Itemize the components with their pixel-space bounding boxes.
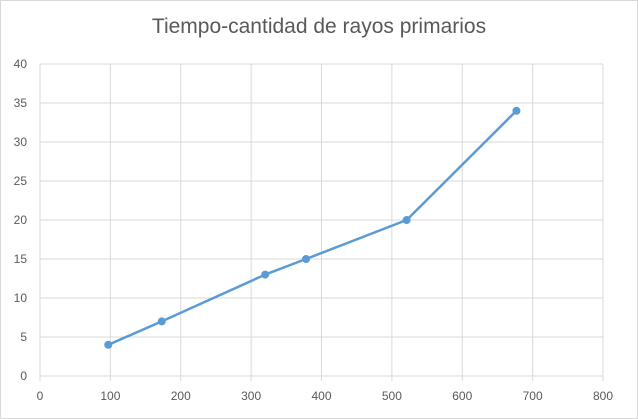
x-tick-label-300: 300	[241, 389, 261, 403]
y-tick-label-15: 15	[14, 252, 28, 266]
x-tick-label-800: 800	[593, 389, 613, 403]
y-tick-label-25: 25	[14, 174, 28, 188]
data-point-4	[402, 216, 411, 224]
data-point-2	[261, 270, 270, 279]
series-layer	[104, 106, 521, 349]
data-point-3	[302, 255, 311, 263]
x-axis-tick-labels: 0 100 200 300 400 500 600 700 800	[37, 389, 614, 403]
x-tick-label-100: 100	[100, 389, 120, 403]
series-line-0	[107, 109, 518, 347]
x-tick-label-0: 0	[37, 389, 44, 403]
x-tick-label-600: 600	[452, 389, 472, 403]
y-tick-label-10: 10	[14, 291, 28, 305]
y-tick-label-5: 5	[20, 330, 27, 344]
x-tick-label-400: 400	[311, 389, 331, 403]
y-axis-tick-labels: 0 5 10 15 20 25 30 35 40	[14, 57, 28, 383]
x-tick-label-500: 500	[382, 389, 402, 403]
data-point-1	[157, 317, 166, 326]
gridlines	[39, 63, 604, 381]
data-point-0	[104, 340, 113, 349]
x-tick-label-200: 200	[171, 389, 191, 403]
y-tick-label-40: 40	[14, 57, 28, 71]
y-tick-label-20: 20	[14, 213, 28, 227]
y-tick-label-30: 30	[14, 135, 28, 149]
chart-title: Tiempo-cantidad de rayos primarios	[151, 15, 487, 38]
x-tick-label-700: 700	[523, 389, 543, 403]
y-tick-label-35: 35	[14, 96, 28, 110]
data-point-5	[512, 106, 521, 115]
y-tick-label-0: 0	[20, 369, 27, 383]
